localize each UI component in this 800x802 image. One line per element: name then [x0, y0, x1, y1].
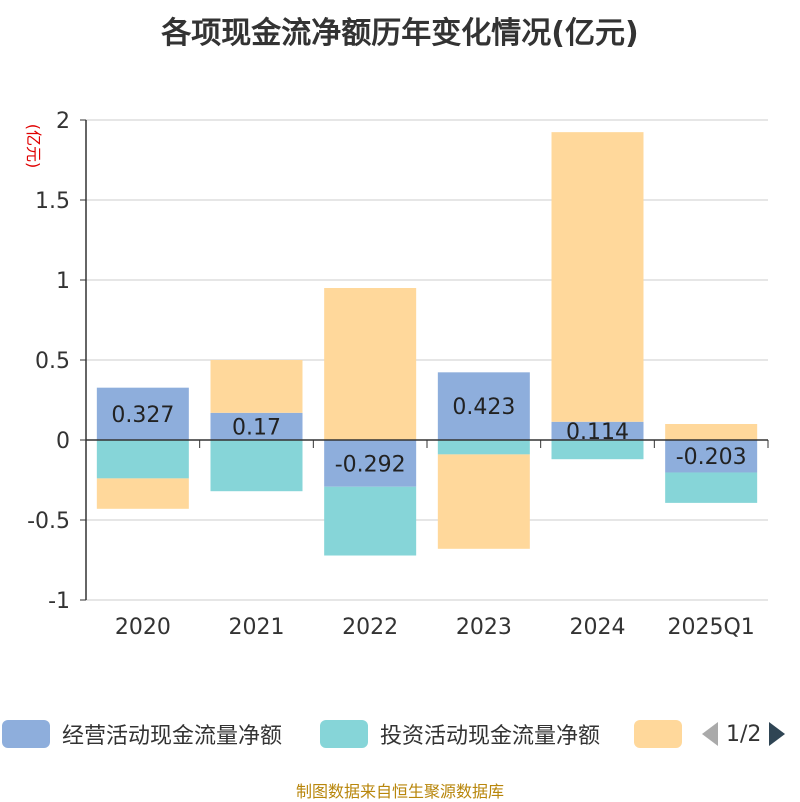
x-tick-label: 2023	[456, 615, 512, 640]
data-label: -0.203	[676, 445, 747, 470]
data-label: 0.327	[111, 403, 174, 428]
legend-swatch-third-series	[634, 720, 682, 748]
bar-2-2020	[96, 440, 189, 479]
bar-3-2020	[96, 478, 189, 509]
bar-1-2022	[324, 440, 417, 487]
bar-3-2025Q1	[665, 424, 758, 440]
legend-item-investing[interactable]: 投资活动现金流量净额	[320, 718, 600, 750]
bar-2-2023	[437, 440, 530, 455]
legend-swatch-investing	[320, 720, 368, 748]
y-tick-label: -1	[48, 589, 70, 614]
y-tick-label: 2	[56, 109, 70, 134]
y-tick-label: 1.5	[35, 189, 70, 214]
pager-text: 1/2	[726, 721, 762, 747]
y-tick-label: 1	[56, 269, 70, 294]
x-tick-label: 2022	[342, 615, 398, 640]
x-tick-label: 2021	[229, 615, 285, 640]
bar-1-2023	[437, 372, 530, 440]
bar-3-2024	[551, 132, 644, 422]
bar-2-2021	[210, 440, 303, 492]
bar-3-2023	[437, 454, 530, 549]
bar-2-2025Q1	[665, 472, 758, 503]
bar-3-2022	[324, 288, 417, 440]
y-tick-label: 0	[56, 429, 70, 454]
legend-pager: 1/2	[700, 718, 787, 750]
legend-label-investing: 投资活动现金流量净额	[380, 724, 601, 749]
data-label: -0.292	[335, 452, 406, 477]
bar-3-2021	[210, 360, 303, 413]
legend-label-operating: 经营活动现金流量净额	[62, 724, 283, 749]
legend-item-operating[interactable]: 经营活动现金流量净额	[2, 718, 282, 750]
y-tick-label: 0.5	[35, 349, 70, 374]
pager-prev-icon[interactable]	[700, 720, 720, 748]
bar-2-2024	[551, 440, 644, 460]
x-tick-label: 2025Q1	[668, 615, 755, 640]
bar-1-2024	[551, 421, 644, 440]
bar-2-2022	[324, 486, 417, 556]
source-note: 制图数据来自恒生聚源数据库	[295, 782, 504, 801]
pager-next-icon[interactable]	[767, 720, 787, 748]
y-tick-label: -0.5	[27, 509, 70, 534]
y-axis-label: (亿元)	[24, 124, 43, 169]
bar-1-2021	[210, 412, 303, 440]
chart-title: 各项现金流净额历年变化情况(亿元)	[161, 16, 639, 51]
x-tick-label: 2024	[570, 615, 626, 640]
data-label: 0.423	[452, 395, 515, 420]
bar-1-2020	[96, 387, 189, 440]
legend-swatch-operating	[2, 720, 50, 748]
data-label: 0.17	[232, 415, 281, 440]
x-tick-label: 2020	[115, 615, 171, 640]
data-label: 0.114	[566, 420, 629, 445]
bar-1-2025Q1	[665, 440, 758, 473]
legend-item-third-series[interactable]	[634, 718, 682, 750]
